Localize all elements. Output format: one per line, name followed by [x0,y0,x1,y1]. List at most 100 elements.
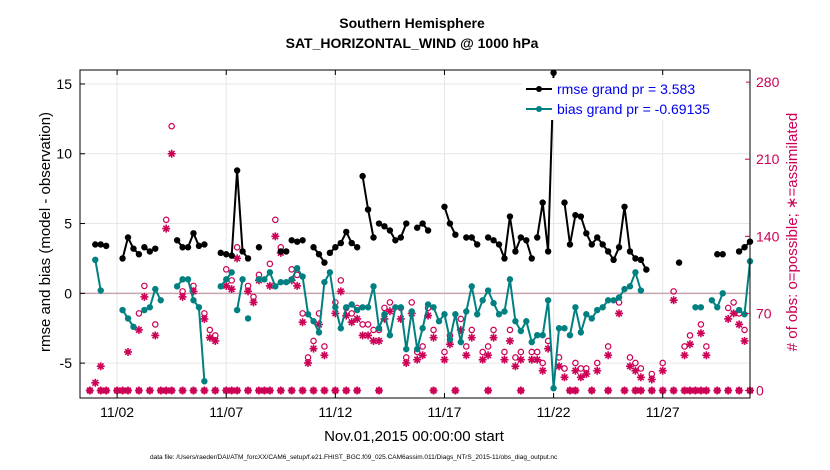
bias-point [621,285,628,293]
y-tick-label-left: 15 [56,76,72,92]
obs-possible-marker [135,387,143,394]
legend-bias-label: bias grand pr = -0.69135 [557,101,710,117]
rmse-point [223,251,230,258]
rmse-point [397,234,405,241]
obs-possible-marker [337,277,345,284]
bias-point [735,306,743,314]
obs-assimilated-marker [576,373,585,382]
bias-point [223,276,230,283]
bias-point [501,308,508,315]
obs-assimilated-marker [134,325,143,334]
bias-point [430,304,437,311]
rmse-point [523,237,530,244]
obs-possible-marker [201,310,208,317]
y-axis-label-left: rmse and bias (model - observation) [37,112,54,352]
obs-assimilated-marker [560,373,569,382]
obs-possible-marker [190,387,197,394]
obs-possible-marker [244,387,252,394]
rmse-point [588,241,595,248]
bias-point [173,283,181,290]
rmse-point [228,252,235,259]
rmse-point [424,227,432,234]
rmse-point [675,259,683,266]
bias-point [141,306,148,314]
obs-possible-marker [670,387,677,394]
bias-point [413,345,421,353]
bias-point [544,297,552,304]
obs-possible-marker [457,315,465,323]
obs-possible-marker [632,359,639,367]
bias-point [283,278,290,286]
obs-possible-marker [452,387,459,394]
bias-point [463,308,470,315]
bias-point [272,283,279,290]
bias-point [228,269,235,276]
obs-assimilated-marker [140,292,149,301]
plot-frame [79,69,751,399]
bias-point [299,273,306,280]
obs-possible-marker [506,326,514,334]
rmse-point [381,223,388,230]
obs-assimilated-marker [385,307,394,316]
obs-assimilated-marker [211,336,220,345]
obs-possible-marker [468,326,476,334]
obs-possible-marker [408,299,416,306]
rmse-point [468,234,475,241]
rmse-point [332,244,339,251]
rmse-point [490,237,497,244]
obs-assimilated-marker [685,340,694,349]
bias-point [326,269,334,276]
bias-point [534,331,541,339]
obs-possible-marker [304,354,312,361]
x-tick-label: 11/12 [318,404,352,420]
bias-point [719,290,726,297]
x-tick-label: 11/22 [537,404,571,420]
obs-assimilated-marker [604,351,613,360]
obs-possible-marker [162,216,170,224]
obs-assimilated-marker [429,333,438,342]
bias-point [255,276,263,283]
bias-point [343,304,350,311]
obs-assimilated-marker [320,351,329,360]
obs-possible-marker [681,343,688,350]
rmse-point [615,244,623,251]
x-tick-label: 11/27 [646,404,680,420]
obs-possible-marker [588,387,596,394]
obs-possible-marker [626,354,634,361]
obs-assimilated-marker [374,336,383,345]
bias-line [738,261,751,317]
obs-assimilated-marker [124,347,133,356]
obs-assimilated-marker [440,355,449,364]
rmse-point [255,244,263,251]
rmse-point [348,239,355,247]
obs-possible-marker [528,348,536,356]
rmse-point [572,211,579,219]
obs-assimilated-marker [631,366,640,375]
obs-possible-marker [86,387,94,394]
obs-possible-marker [364,321,372,328]
y-tick-label-right: 70 [756,305,772,321]
obs-possible-marker [539,359,546,367]
obs-possible-marker [593,359,601,367]
bias-point [583,311,590,318]
bias-point [375,325,383,332]
plot-area [85,69,754,395]
bias-point [157,297,164,304]
rmse-point [583,230,590,237]
obs-possible-marker [370,326,377,334]
bias-line [236,279,244,311]
bias-point [528,338,535,346]
obs-possible-marker [141,282,148,290]
y-axis-label-right: # of obs: o=possible; ∗=assimilated [784,113,801,352]
obs-assimilated-marker [96,362,105,371]
bias-line [569,269,642,337]
rmse-line [121,234,140,259]
legend-rmse-marker [536,86,542,92]
bias-point [506,276,514,283]
bias-point [741,311,748,318]
bias-point [217,283,224,290]
rmse-line [536,72,555,252]
rmse-point [484,234,492,241]
obs-assimilated-marker [418,351,427,360]
